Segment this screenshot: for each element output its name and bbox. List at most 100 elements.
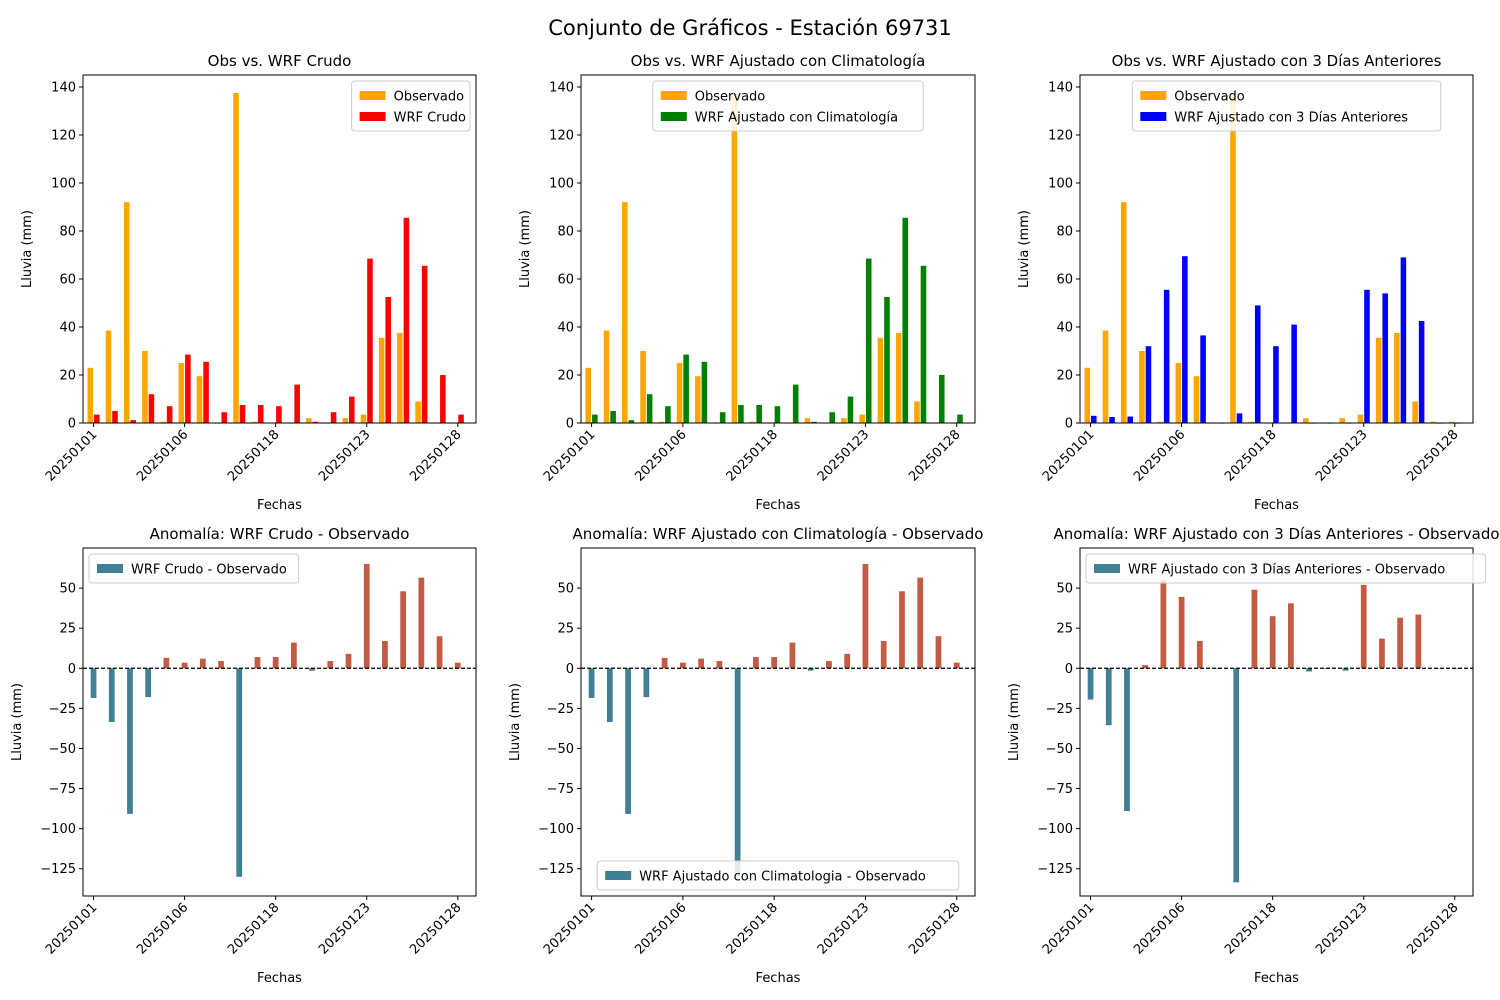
bar [1288, 603, 1294, 669]
bar [397, 333, 403, 423]
bar [738, 405, 744, 423]
bar [902, 217, 909, 423]
x-tick-label: 20250118 [1222, 427, 1279, 484]
bar [917, 577, 924, 669]
legend-swatch [359, 91, 386, 100]
x-tick-label: 20250118 [724, 900, 781, 957]
x-tick-label: 20250106 [632, 900, 689, 957]
legend-box [652, 80, 924, 132]
bar [108, 668, 115, 722]
legend: Observado WRF Ajustado con 3 Días Anterio… [1131, 80, 1442, 132]
bar [440, 375, 446, 423]
y-tick-label: −100 [40, 822, 76, 837]
x-tick-label: 20250128 [906, 900, 963, 957]
y-tick-label: 140 [51, 81, 76, 96]
bar [112, 411, 118, 423]
bar [1084, 367, 1091, 423]
bar [592, 414, 598, 423]
y-axis-label: Lluvia (mm) [508, 683, 523, 761]
bar [1139, 351, 1145, 423]
bar [1124, 668, 1130, 812]
y-tick-label: 100 [1048, 177, 1073, 192]
y-tick-label: 140 [549, 81, 574, 96]
axes-frame [1079, 547, 1474, 897]
legend-swatch [1140, 112, 1167, 121]
y-tick-label: −75 [1046, 782, 1073, 797]
y-tick-label: 50 [1056, 582, 1073, 597]
bar [938, 375, 945, 423]
bar [327, 661, 334, 669]
legend: Observado WRF Ajustado con Climatología [652, 80, 924, 132]
bar [826, 661, 832, 669]
bar [1415, 614, 1422, 669]
chart-title: Anomalía: WRF Crudo - Observado [150, 525, 410, 543]
legend-swatch [359, 112, 386, 121]
y-tick-label: −125 [1037, 862, 1073, 877]
bar [920, 265, 927, 423]
bar [90, 668, 97, 698]
y-tick-label: 120 [549, 129, 574, 144]
bar [622, 202, 628, 423]
bar [847, 396, 854, 423]
bar [859, 414, 865, 423]
y-axis-label: Lluvia (mm) [518, 210, 533, 288]
bar [1448, 421, 1455, 423]
bar [1109, 417, 1115, 423]
bar [914, 401, 920, 423]
bar [454, 662, 461, 669]
bar [665, 406, 671, 423]
bar [771, 657, 778, 669]
bar [1233, 668, 1240, 883]
chart-panel-1: Obs vs. WRF Crudo 0 20 40 60 80 100 120 140 20250… [20, 52, 477, 513]
chart-panel-3: Obs vs. WRF Ajustado con 3 Días Anterior… [1017, 52, 1474, 513]
bar [403, 217, 410, 423]
y-tick-label: −100 [1037, 822, 1073, 837]
bar [753, 657, 759, 669]
x-tick-label: 20250101 [541, 427, 598, 484]
bar [400, 591, 407, 669]
bar [841, 418, 847, 423]
y-tick-label: −75 [547, 782, 574, 797]
legend-label: WRF Crudo - Observado [131, 563, 287, 578]
bar [378, 337, 385, 423]
legend-swatch [1094, 564, 1120, 573]
bar [221, 412, 228, 423]
bar [1273, 346, 1279, 423]
chart-title: Obs vs. WRF Crudo [208, 52, 352, 70]
bar [309, 668, 315, 671]
bar [698, 658, 705, 669]
x-tick-label: 20250123 [316, 900, 373, 957]
bar [1145, 346, 1152, 423]
legend: Observado WRF Crudo [351, 80, 471, 132]
y-tick-label: −75 [49, 782, 76, 797]
bar [774, 406, 781, 423]
bar [415, 401, 421, 423]
bar [695, 376, 701, 423]
y-tick-label: 20 [557, 369, 574, 384]
bar [1196, 641, 1203, 669]
bar [716, 661, 723, 669]
bar [792, 384, 799, 423]
x-tick-label: 20250123 [815, 427, 872, 484]
x-tick-label: 20250118 [225, 900, 282, 957]
bar [185, 354, 191, 423]
x-tick-label: 20250128 [407, 427, 464, 484]
y-tick-label: 25 [557, 622, 574, 637]
y-tick-label: −125 [40, 862, 76, 877]
bar [163, 657, 170, 669]
legend-swatch [1140, 91, 1167, 100]
bar [585, 367, 592, 423]
axes-frame [82, 74, 477, 424]
bar [199, 658, 206, 669]
y-tick-label: −50 [49, 742, 76, 757]
bar [272, 657, 279, 669]
x-axis-label: Fechas [257, 971, 302, 986]
y-tick-label: 0 [566, 417, 574, 432]
y-tick-label: −50 [1046, 742, 1073, 757]
x-tick-label: 20250101 [1040, 900, 1097, 957]
bar [1120, 202, 1127, 423]
x-tick-label: 20250123 [1313, 900, 1370, 957]
bar [436, 636, 443, 669]
x-tick-label: 20250123 [316, 427, 373, 484]
bar [957, 414, 963, 423]
